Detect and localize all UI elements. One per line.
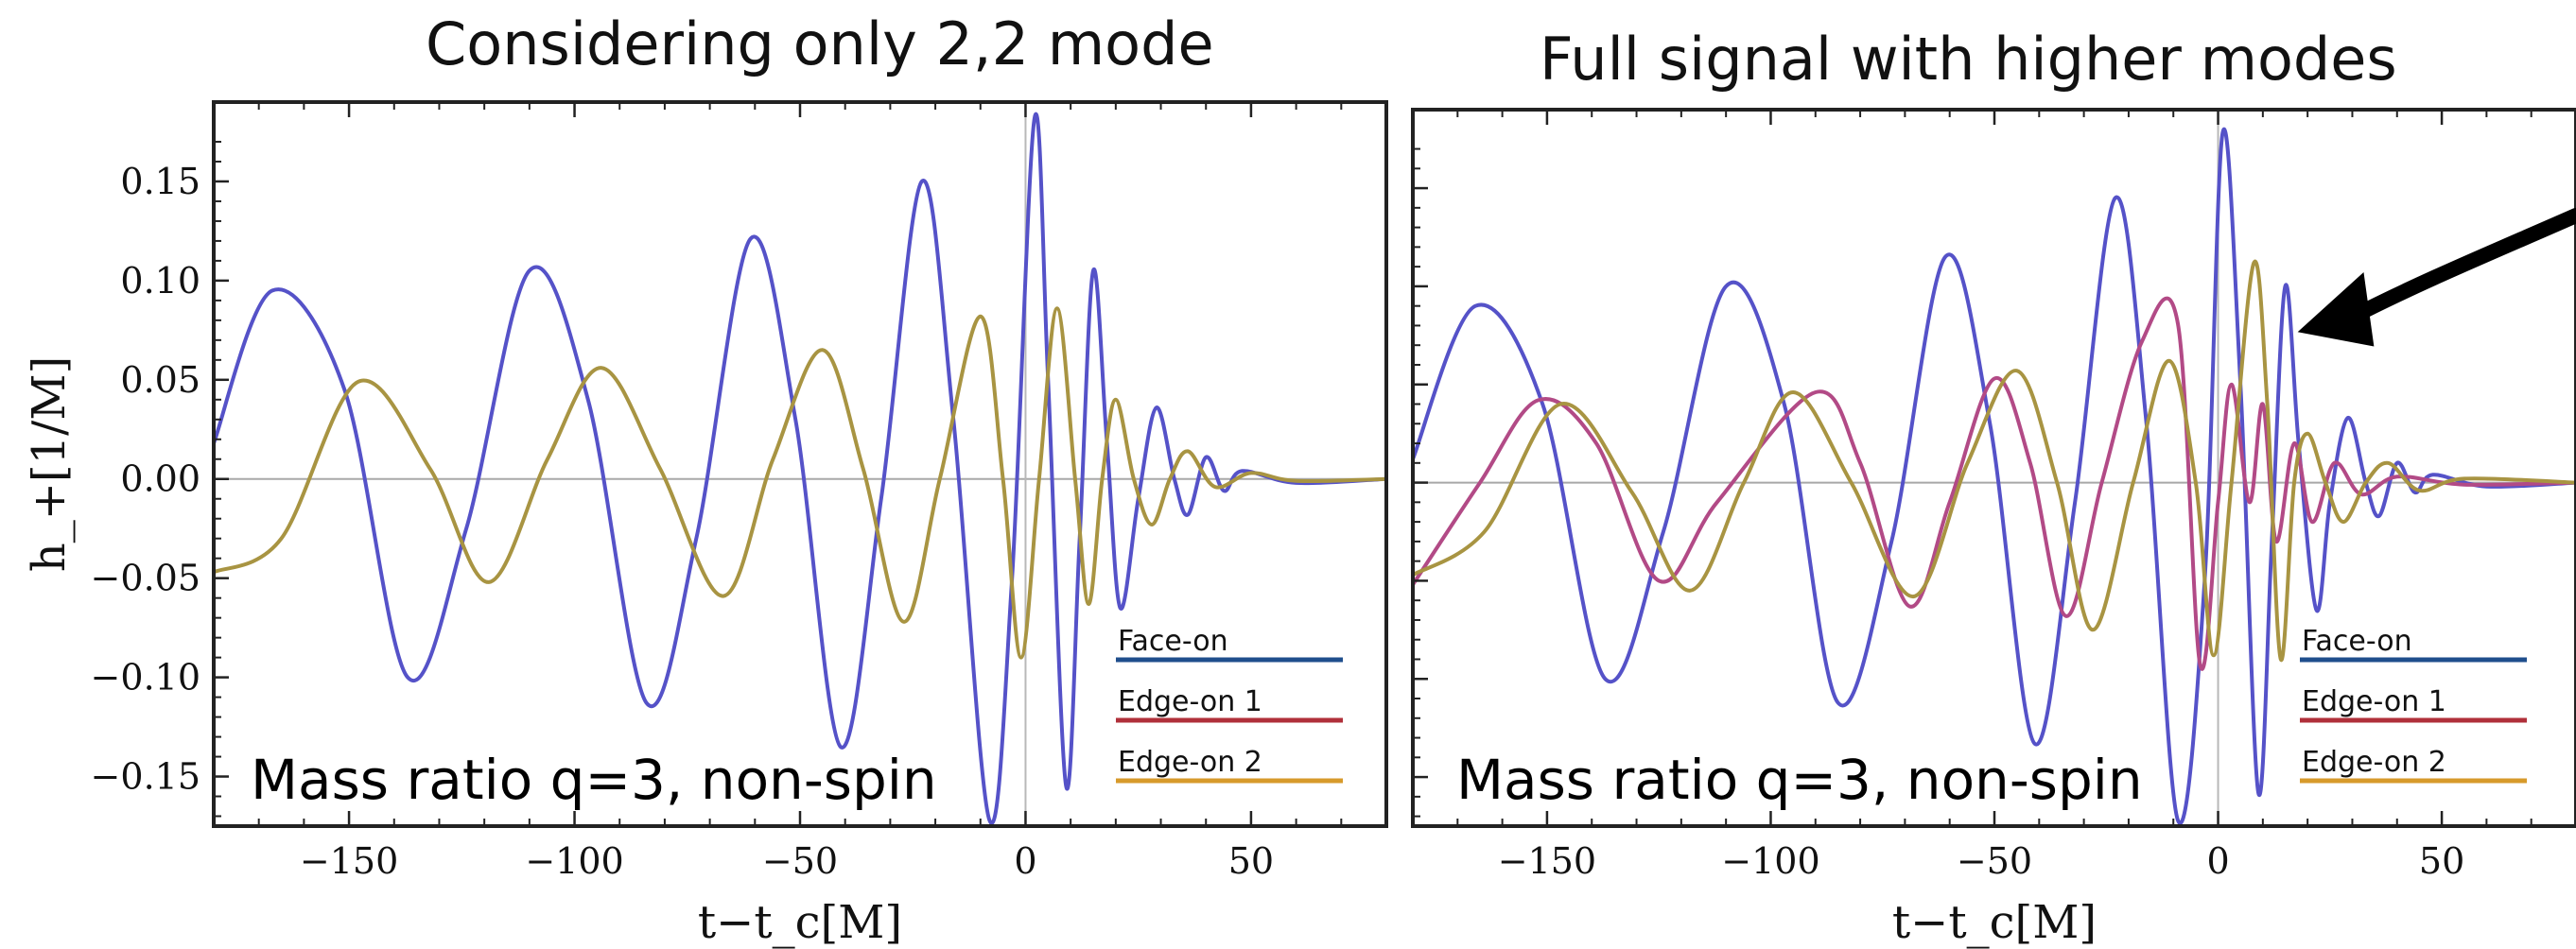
right-x-tick-label: −100 bbox=[1721, 840, 1819, 882]
right-x-axis-label: t−t_c[M] bbox=[1892, 896, 2097, 949]
left-x-tick-label: 50 bbox=[1228, 840, 1274, 882]
left-panel-title: Considering only 2,2 mode bbox=[426, 9, 1214, 78]
left-x-tick-label: 0 bbox=[1014, 840, 1036, 882]
left-x-axis-label: t−t_c[M] bbox=[698, 896, 902, 949]
right-x-tick-label: 0 bbox=[2206, 840, 2229, 882]
left-y-tick-label: 0.15 bbox=[120, 161, 200, 202]
right-panel: −150 −100 −50 0 50 t−t_c[M] Mass ratio q=3, no… bbox=[1411, 108, 2576, 949]
left-y-tick-label: 0.10 bbox=[120, 260, 200, 302]
left-legend-label: Edge-on 1 bbox=[1118, 685, 1262, 718]
left-series-group bbox=[214, 112, 1386, 825]
right-legend-label: Edge-on 2 bbox=[2302, 746, 2446, 779]
left-x-tick-label: −50 bbox=[762, 840, 838, 882]
right-mass-ratio-annotation: Mass ratio q=3, non-spin bbox=[1456, 748, 2143, 812]
left-y-tick-label: −0.15 bbox=[91, 756, 200, 798]
left-y-tick-label: 0.05 bbox=[120, 359, 200, 401]
right-panel-title: Full signal with higher modes bbox=[1540, 25, 2397, 94]
right-x-tick-label: 50 bbox=[2419, 840, 2464, 882]
left-y-axis-label: h_+[1/M] bbox=[23, 356, 76, 572]
left-x-tick-label: −150 bbox=[300, 840, 398, 882]
arrow-head bbox=[2297, 271, 2375, 347]
overlay bbox=[2297, 208, 2576, 347]
right-series-line-2 bbox=[1413, 259, 2576, 663]
left-panel: −150 −100 −50 0 50 0.15 0.10 0.05 0.00 −0.05 −0.10… bbox=[23, 100, 1388, 949]
right-series-line-1 bbox=[1413, 296, 2576, 671]
left-legend-label: Face-on bbox=[1118, 625, 1228, 658]
arrow-shaft bbox=[2345, 208, 2576, 324]
right-x-tick-label: −50 bbox=[1957, 840, 2032, 882]
right-x-tick-label: −150 bbox=[1498, 840, 1596, 882]
right-series-group bbox=[1413, 127, 2576, 825]
left-y-tick-label: −0.10 bbox=[91, 657, 200, 699]
left-series-line-0 bbox=[214, 112, 1386, 825]
right-legend-label: Edge-on 1 bbox=[2302, 685, 2446, 718]
right-series-line-0 bbox=[1413, 127, 2576, 825]
right-legend-label: Face-on bbox=[2302, 625, 2412, 658]
left-y-tick-label: −0.05 bbox=[91, 558, 200, 599]
left-mass-ratio-annotation: Mass ratio q=3, non-spin bbox=[251, 748, 937, 812]
left-x-tick-label: −100 bbox=[525, 840, 623, 882]
left-legend-label: Edge-on 2 bbox=[1118, 746, 1262, 779]
left-y-tick-label: 0.00 bbox=[120, 458, 200, 500]
left-series-line-1 bbox=[214, 306, 1386, 660]
